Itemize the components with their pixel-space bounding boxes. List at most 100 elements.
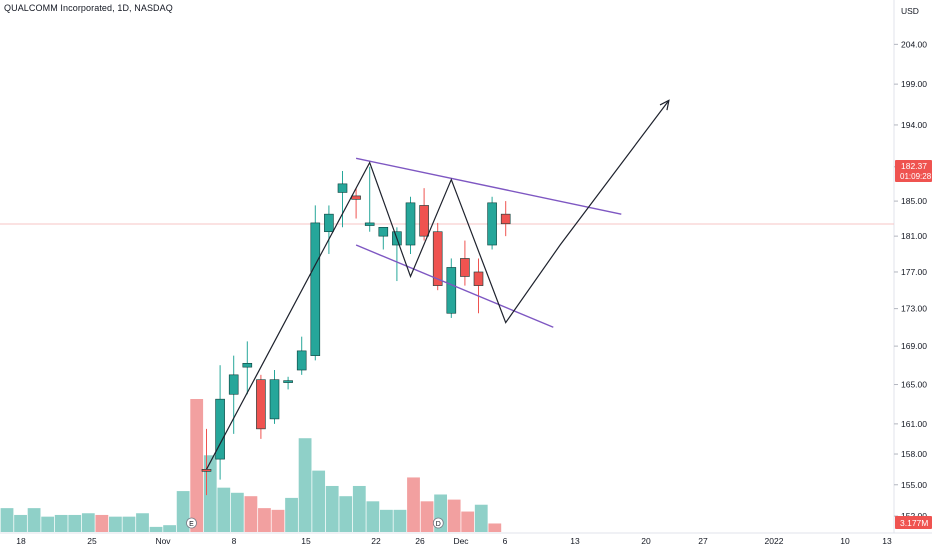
candle[interactable] [446, 258, 457, 318]
earnings-marker[interactable]: E [186, 517, 197, 529]
candle[interactable] [419, 188, 429, 241]
volume-bar [244, 496, 258, 532]
time-tick-label: 13 [570, 536, 580, 546]
volume-bar [461, 511, 475, 532]
candle-body [296, 350, 307, 371]
candle[interactable] [487, 196, 497, 250]
time-tick-label: Dec [453, 536, 469, 546]
volume-bar [163, 525, 176, 532]
candle-body [500, 213, 511, 225]
volume-bar [312, 470, 326, 532]
time-tick-label: 15 [301, 536, 311, 546]
arrow-head [659, 99, 670, 111]
time-tick-label: 20 [641, 536, 651, 546]
volume-bar [325, 485, 339, 532]
price-tick-label: 204.00 [901, 39, 927, 49]
candle-body [201, 469, 212, 472]
candle[interactable] [269, 370, 280, 424]
time-tick-label: 13 [882, 536, 892, 546]
price-tick-label: 161.00 [901, 419, 927, 429]
volume-bar [27, 508, 41, 532]
volume-bar [41, 516, 55, 532]
volume-bar [488, 523, 502, 532]
candle[interactable] [310, 205, 321, 361]
candle-body [256, 379, 266, 430]
candle[interactable] [215, 365, 225, 480]
volume-bar [447, 499, 461, 532]
dividend-marker[interactable]: D [432, 517, 444, 529]
price-tick-label: 165.00 [901, 380, 927, 390]
price-tick-label: 181.00 [901, 231, 927, 241]
volume-bar [420, 501, 434, 532]
price-axis[interactable]: 152.00155.00158.00161.00165.00169.00173.… [894, 39, 927, 521]
volume-bar [271, 509, 285, 532]
last-price-badge [895, 160, 932, 182]
event-icon [186, 517, 197, 529]
volume-bar [0, 508, 14, 532]
candle[interactable] [242, 341, 253, 395]
volume-bar [54, 514, 68, 532]
event-label: D [436, 521, 441, 528]
chart-title: QUALCOMM Incorporated, 1D, NASDAQ [4, 3, 173, 13]
candle[interactable] [364, 166, 375, 232]
volume-bar [380, 509, 393, 532]
candle[interactable] [392, 227, 402, 282]
candle-body [310, 222, 321, 356]
candlesticks[interactable] [201, 166, 511, 496]
volume-bar [285, 497, 298, 532]
time-tick-label: 6 [503, 536, 508, 546]
candle[interactable] [500, 201, 511, 237]
candle[interactable] [378, 227, 389, 250]
time-axis[interactable]: 18 25 Nov 8 15 22 26 Dec 6 13 20 27 2022 10 13 [16, 536, 892, 546]
volume-bar [258, 508, 271, 532]
volume-bar [68, 514, 82, 532]
candle-body [215, 398, 225, 460]
currency-label: USD [901, 6, 919, 16]
volume-bar [81, 513, 95, 532]
candle-body [283, 380, 293, 383]
candle[interactable] [283, 376, 293, 390]
time-tick-label: 27 [698, 536, 708, 546]
candle[interactable] [324, 205, 334, 254]
candle-body [364, 222, 375, 226]
time-tick-label: 2022 [765, 536, 784, 546]
volume-badge [895, 516, 932, 529]
volume-bar [109, 516, 122, 532]
price-tick-label: 173.00 [901, 304, 927, 314]
time-tick-label: 10 [840, 536, 850, 546]
candle[interactable] [460, 240, 470, 286]
time-tick-label: 8 [232, 536, 237, 546]
volume-bar [149, 526, 163, 532]
volume-bar [352, 485, 366, 532]
event-icon [432, 517, 444, 529]
candle[interactable] [228, 355, 239, 434]
candle-body [473, 271, 484, 286]
time-tick-label: Nov [155, 536, 171, 546]
drawings[interactable] [205, 99, 670, 470]
price-tick-label: 199.00 [901, 79, 927, 89]
candle-body [269, 379, 280, 420]
volume-bar [393, 509, 407, 532]
volume-bar [217, 487, 231, 532]
channel-lower-line[interactable] [355, 244, 554, 328]
candle[interactable] [296, 336, 307, 375]
candle-body [242, 362, 253, 368]
volume-bar [298, 438, 312, 532]
candle[interactable] [337, 171, 348, 228]
candle[interactable] [473, 258, 484, 314]
candle[interactable] [351, 188, 361, 219]
candle[interactable] [256, 374, 266, 439]
volume-bars [0, 399, 502, 532]
volume-bar [136, 513, 149, 532]
price-tick-label: 169.00 [901, 341, 927, 351]
candle[interactable] [405, 196, 416, 254]
volume-bar [474, 504, 488, 532]
candle-body [228, 374, 239, 395]
time-tick-label: 22 [371, 536, 381, 546]
volume-bar [190, 399, 204, 532]
candle-body [460, 258, 470, 277]
channel-upper-line[interactable] [355, 157, 622, 215]
zigzag-path[interactable] [205, 99, 670, 470]
